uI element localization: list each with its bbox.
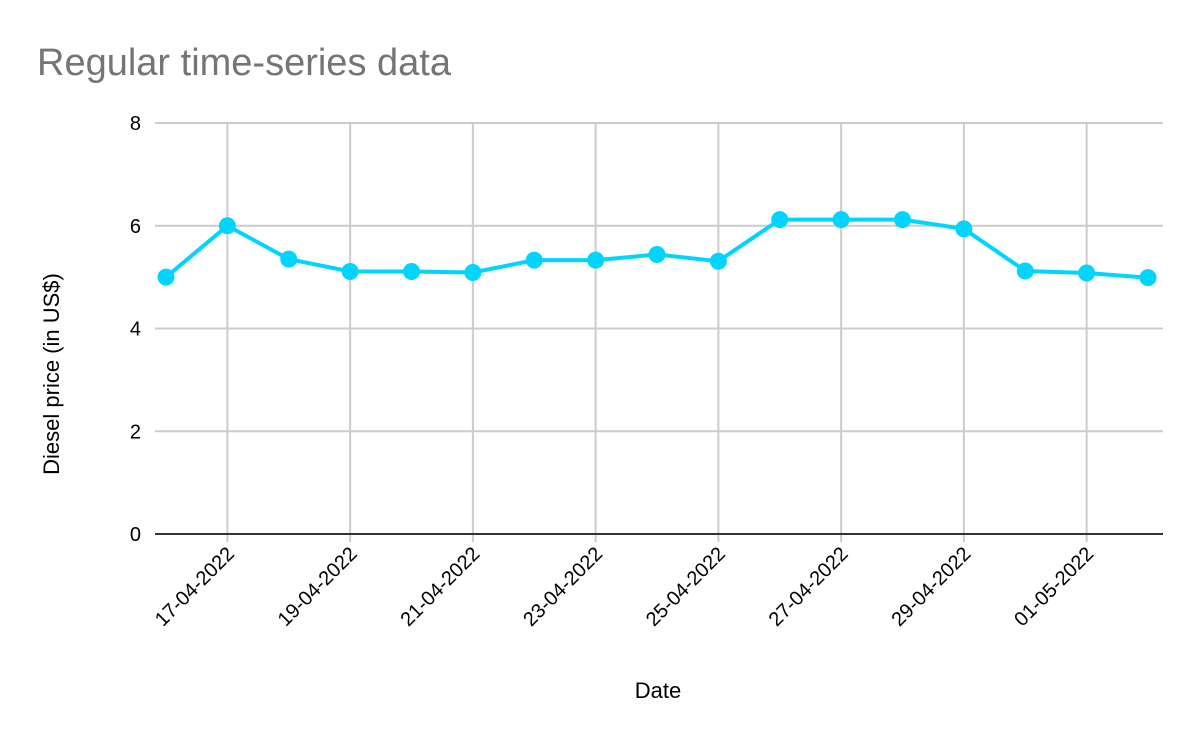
x-tick-label: 19-04-2022 — [274, 543, 362, 631]
data-point — [709, 252, 727, 270]
x-tick-label: 23-04-2022 — [519, 543, 607, 631]
x-axis-title: Date — [635, 678, 681, 703]
y-tick-label: 0 — [130, 524, 141, 546]
x-tick-label: 01-05-2022 — [1010, 543, 1098, 631]
data-point — [955, 220, 973, 238]
data-point — [587, 251, 605, 269]
y-tick-label: 4 — [130, 319, 141, 341]
data-point — [403, 262, 420, 280]
y-tick-label: 8 — [130, 113, 141, 135]
data-point — [771, 211, 789, 229]
data-point — [464, 264, 482, 282]
series-diesel-price — [157, 211, 1157, 287]
data-point — [1139, 269, 1157, 287]
data-point — [157, 268, 175, 286]
x-tick-label: 27-04-2022 — [765, 543, 853, 631]
y-axis: 0 2 4 6 8 — [130, 113, 141, 546]
x-tick-label: 17-04-2022 — [151, 543, 239, 631]
y-axis-title: Diesel price (in US$) — [39, 273, 64, 475]
data-point — [280, 250, 298, 268]
x-tick-label: 25-04-2022 — [642, 543, 730, 631]
data-point — [648, 246, 666, 264]
y-tick-label: 6 — [130, 216, 141, 238]
x-axis: 17-04-2022 19-04-2022 21-04-2022 23-04-2022… — [151, 543, 1098, 631]
grid — [155, 122, 1163, 542]
data-point — [1016, 262, 1034, 280]
y-tick-label: 2 — [130, 421, 141, 443]
x-tick-label: 21-04-2022 — [397, 543, 485, 631]
data-point — [218, 217, 236, 235]
chart-title: Regular time-series data — [37, 42, 452, 84]
data-point — [832, 211, 850, 229]
x-tick-label: 29-04-2022 — [888, 543, 976, 631]
data-point — [525, 251, 543, 269]
data-point — [1078, 264, 1096, 282]
data-point — [894, 211, 911, 229]
data-point — [341, 262, 359, 280]
